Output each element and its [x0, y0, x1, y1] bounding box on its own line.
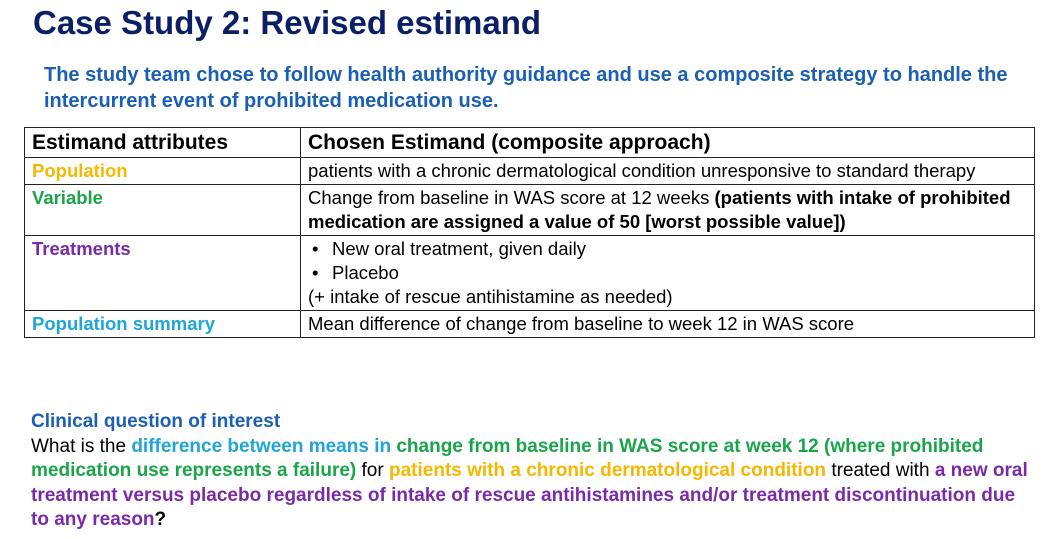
- table-row-summary: Population summary Mean difference of ch…: [24, 310, 1035, 338]
- table-header-row: Estimand attributes Chosen Estimand (com…: [24, 127, 1035, 158]
- summary-label: Population summary: [24, 310, 301, 338]
- cq-question-mark: ?: [154, 509, 167, 530]
- cq-variable: change from baseline in WAS score at wee…: [31, 435, 984, 482]
- slide-title: Case Study 2: Revised estimand: [33, 4, 542, 41]
- header-attributes: Estimand attributes: [24, 127, 301, 158]
- estimand-table: Estimand attributes Chosen Estimand (com…: [24, 127, 1035, 338]
- table-row-population: Population patients with a chronic derma…: [24, 157, 1035, 185]
- clinical-question-text: What is the difference between means in …: [31, 435, 1031, 533]
- summary-value: Mean difference of change from baseline …: [300, 310, 1035, 338]
- table-row-variable: Variable Change from baseline in WAS sco…: [24, 184, 1035, 236]
- treatments-label: Treatments: [24, 235, 301, 311]
- treatment-note: (+ intake of rescue antihistamine as nee…: [308, 286, 673, 307]
- intro-text: The study team chose to follow health au…: [44, 64, 1008, 112]
- clinical-question: Clinical question of interest What is th…: [31, 410, 1031, 533]
- variable-value: Change from baseline in WAS score at 12 …: [308, 187, 710, 208]
- population-label: Population: [24, 157, 301, 185]
- variable-value-note: (patients with intake of prohibited medi…: [308, 187, 1011, 232]
- header-chosen-estimand: Chosen Estimand (composite approach): [300, 127, 1035, 158]
- treatments-cell: New oral treatment, given daily Placebo …: [300, 235, 1035, 311]
- table-row-treatments: Treatments New oral treatment, given dai…: [24, 235, 1035, 311]
- treatment-item: New oral treatment, given daily: [308, 237, 1027, 261]
- cq-part: treated with: [831, 460, 930, 481]
- cq-summary-measure: difference between means in: [131, 435, 392, 457]
- variable-cell: Change from baseline in WAS score at 12 …: [300, 184, 1035, 236]
- cq-part: What is the: [31, 435, 127, 457]
- variable-label: Variable: [24, 184, 301, 236]
- cq-treatments: a new oral treatment versus placebo rega…: [31, 460, 1028, 530]
- treatment-item: Placebo: [308, 261, 1027, 285]
- cq-part: for: [361, 460, 384, 481]
- cq-population: patients with a chronic dermatological c…: [388, 460, 827, 481]
- population-value: patients with a chronic dermatological c…: [300, 157, 1035, 185]
- clinical-question-title: Clinical question of interest: [31, 411, 281, 432]
